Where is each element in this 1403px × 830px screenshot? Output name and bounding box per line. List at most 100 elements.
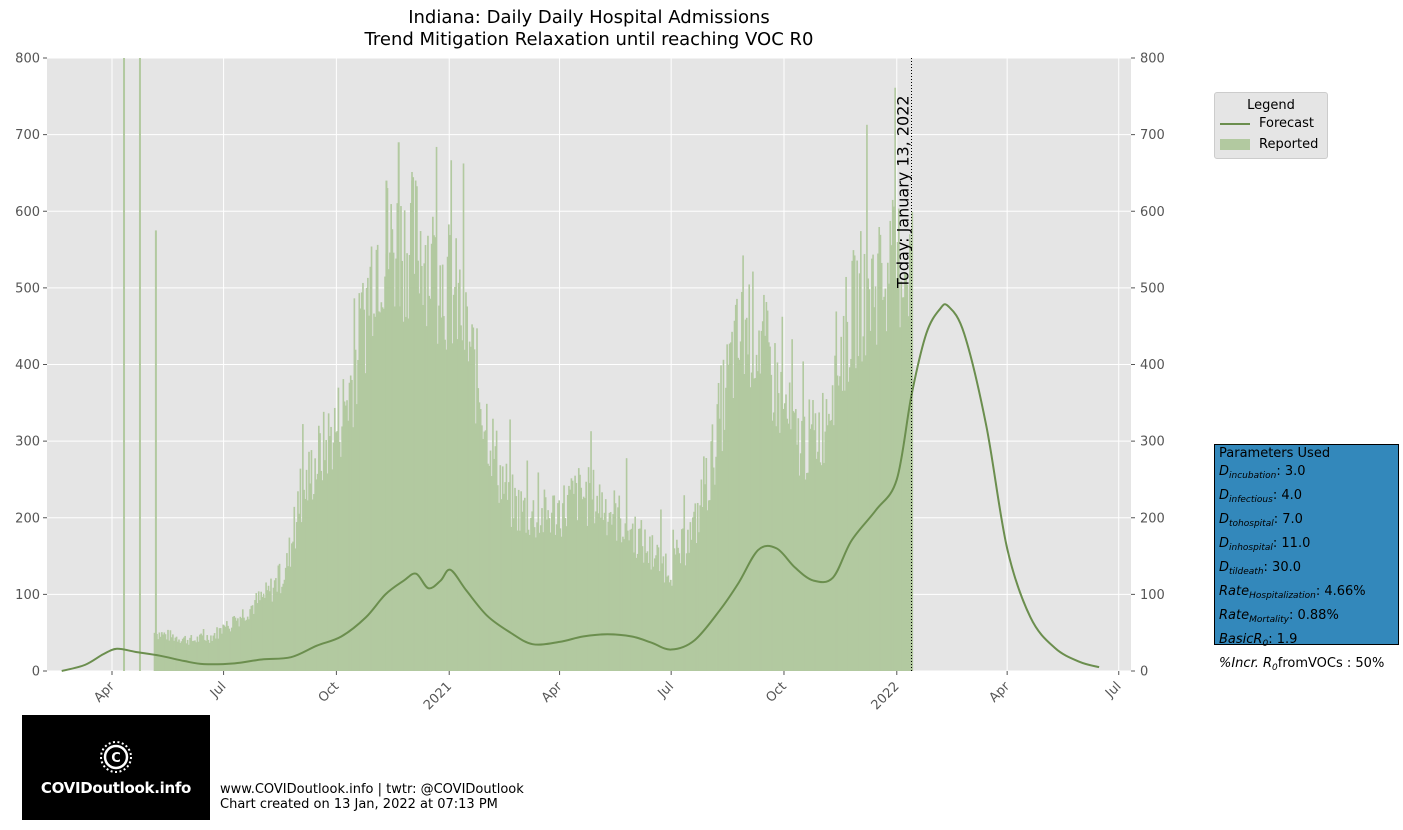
reported-bar (695, 543, 698, 671)
reported-bar (221, 633, 223, 671)
reported-bar (676, 539, 678, 671)
reported-bar (505, 463, 508, 671)
reported-bar (604, 499, 607, 671)
reported-bar (672, 529, 675, 671)
reported-bar (639, 528, 641, 671)
reported-bar (615, 540, 618, 671)
reported-bar (874, 286, 877, 671)
reported-bar (499, 465, 502, 671)
reported-bar (412, 177, 415, 671)
y-tick-label-right: 500 (1140, 281, 1165, 296)
reported-bar (614, 503, 617, 671)
reported-bar (233, 615, 236, 671)
reported-bar (667, 575, 670, 671)
reported-bar (262, 593, 265, 671)
reported-bar (374, 316, 377, 671)
reported-bar (862, 336, 865, 671)
reported-bar (660, 509, 662, 671)
reported-bar (444, 339, 446, 671)
reported-bar (483, 431, 486, 671)
reported-bar (617, 507, 619, 671)
reported-bar (217, 638, 220, 671)
reported-bar (552, 495, 554, 671)
reported-bar (261, 597, 264, 671)
reported-bar (524, 497, 526, 671)
reported-bar (281, 586, 283, 671)
reported-bar (485, 403, 488, 671)
reported-bar (651, 535, 654, 671)
reported-bar (341, 426, 343, 671)
reported-bar (692, 517, 694, 671)
reported-bar-spike (397, 142, 400, 672)
reported-bar (798, 475, 801, 671)
reported-bar (467, 361, 470, 671)
reported-bar (722, 359, 725, 671)
reported-bar (484, 430, 487, 671)
reported-bar (488, 465, 491, 671)
reported-bar (690, 539, 693, 671)
parameter-row: %Incr. R0fromVOCs : 50% (1219, 656, 1385, 673)
reported-bar (662, 556, 665, 671)
reported-bar (352, 427, 354, 671)
reported-bar (658, 571, 661, 671)
reported-bar (806, 472, 808, 671)
reported-bar (791, 339, 793, 671)
reported-bar (564, 518, 567, 671)
reported-bar (694, 503, 697, 671)
reported-bar (228, 628, 231, 671)
reported-bar (754, 377, 757, 671)
reported-bar (765, 301, 768, 671)
reported-bar (422, 305, 424, 671)
reported-bar (795, 409, 797, 671)
reported-bar (219, 628, 222, 671)
reported-bar (278, 563, 281, 671)
reported-bar (623, 539, 625, 671)
reported-bar (206, 635, 209, 671)
reported-bar (872, 254, 874, 672)
reported-bar (375, 249, 378, 671)
reported-bar (337, 387, 340, 671)
logo: C COVIDoutlook.info (22, 715, 210, 820)
reported-bar (704, 484, 706, 671)
x-tick-label: 2022 (869, 679, 903, 713)
reported-bar (661, 563, 663, 671)
reported-bar (358, 293, 361, 671)
reported-bar (852, 250, 855, 671)
reported-bar (408, 255, 411, 672)
reported-bar (427, 235, 429, 671)
reported-bar (424, 245, 427, 671)
reported-bar (218, 628, 221, 671)
reported-bar (557, 503, 559, 671)
reported-bar (211, 640, 213, 671)
reported-bar (354, 349, 357, 671)
reported-bar (866, 124, 868, 671)
reported-bar (159, 636, 162, 671)
reported-bar (597, 513, 600, 671)
reported-bar (357, 359, 359, 671)
reported-bar (188, 644, 190, 671)
reported-bar (495, 430, 498, 671)
reported-bar (436, 343, 439, 671)
reported-bar (570, 478, 573, 671)
reported-bar (756, 371, 759, 671)
reported-bar (174, 637, 177, 671)
reported-bar (831, 385, 834, 671)
reported-bar (689, 522, 692, 671)
reported-bar (645, 553, 648, 671)
reported-bar (478, 402, 481, 671)
reported-bar (265, 582, 267, 671)
reported-bar (797, 418, 800, 671)
reported-bar (282, 583, 285, 671)
reported-bar (720, 365, 722, 671)
reported-bar (313, 494, 315, 671)
reported-bar (528, 534, 531, 671)
reported-bar (238, 626, 240, 671)
reported-bar (680, 529, 683, 671)
reported-bar (441, 264, 444, 671)
y-axis-right: 0 100 200 300 400 500 600 700 800 (1131, 52, 1165, 680)
reported-bar (671, 585, 673, 671)
reported-bar (191, 641, 194, 671)
reported-bar-spike (154, 230, 157, 671)
reported-bar (205, 640, 207, 671)
reported-bar (603, 512, 606, 671)
